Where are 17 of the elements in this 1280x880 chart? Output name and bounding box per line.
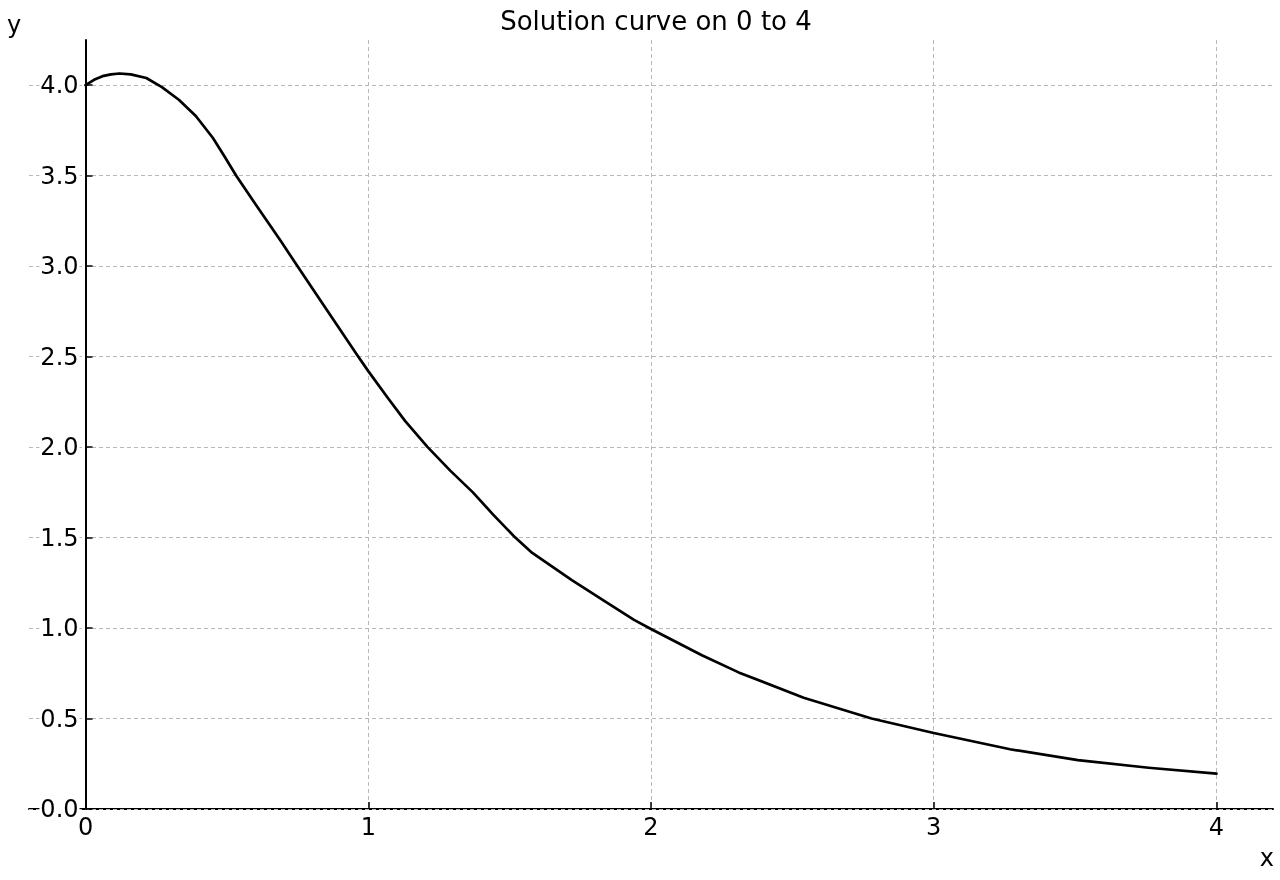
y-tick-label: 1.5: [40, 523, 79, 552]
x-tick-label: 2: [643, 813, 659, 841]
y-tick-label: 3.0: [40, 252, 79, 281]
y-tick-label: 4.0: [40, 71, 79, 100]
x-tick-label: 3: [926, 813, 942, 841]
y-tick-label: 2.5: [40, 342, 79, 371]
y-axis-title: y: [7, 11, 22, 39]
y-tick-label: 2.0: [40, 433, 79, 462]
x-axis-title: x: [1259, 844, 1274, 872]
x-tick-label: 1: [360, 813, 376, 841]
y-tick-label: 3.5: [40, 161, 79, 190]
y-tick-label: 0.0: [40, 795, 79, 823]
chart-title: Solution curve on 0 to 4: [500, 6, 812, 36]
x-tick-label: 4: [1208, 813, 1225, 841]
y-tick-label: 1.0: [40, 614, 79, 643]
y-tick-label: 0.5: [40, 704, 79, 733]
x-tick-label: 0: [77, 813, 94, 841]
